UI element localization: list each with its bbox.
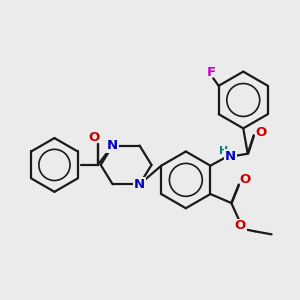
Text: O: O	[88, 131, 100, 144]
Text: N: N	[225, 150, 236, 163]
Text: O: O	[256, 126, 267, 139]
Text: O: O	[235, 220, 246, 232]
Text: F: F	[207, 66, 216, 79]
Text: N: N	[107, 139, 118, 152]
Text: N: N	[134, 178, 145, 191]
Text: O: O	[239, 172, 250, 186]
Text: H: H	[219, 146, 228, 156]
